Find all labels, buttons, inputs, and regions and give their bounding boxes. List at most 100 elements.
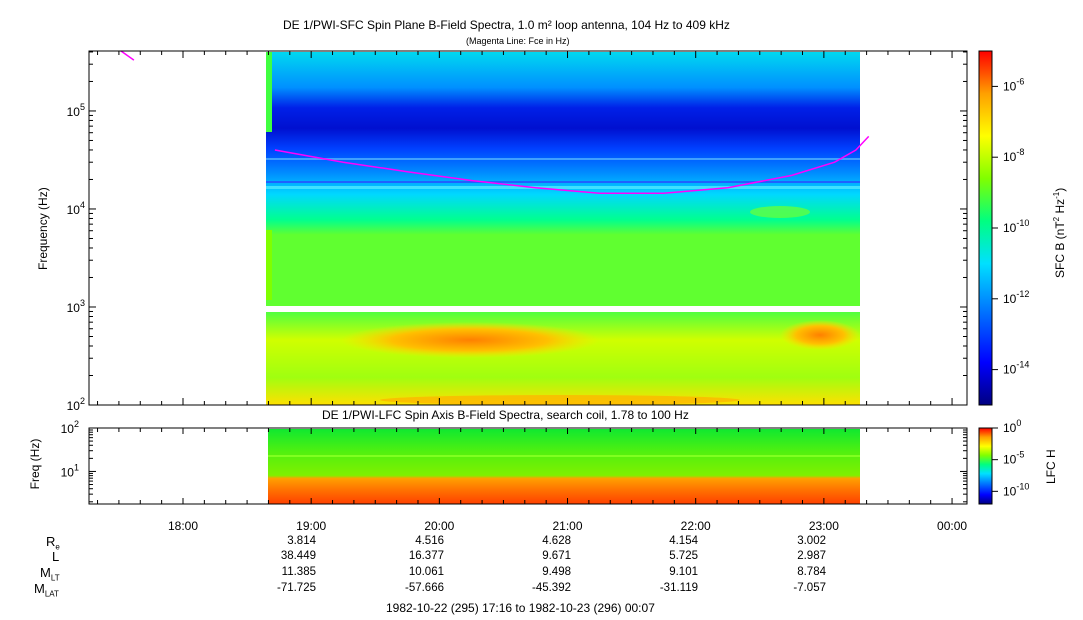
sfc-colorbar-tick-label-exponent: -10 [1016,218,1029,228]
lfc-y-tick-label-base: 10 [61,422,75,436]
sfc-colorbar-label-main: SFC B (nT [1053,221,1067,278]
lfc-colorbar-tick-label-base: 10 [1003,421,1017,435]
lfc-plot-frame [88,427,968,505]
ephemeris-row-subscript: LT [50,573,60,583]
sfc-band [266,158,860,160]
sfc-colorbar [978,50,993,406]
sfc-band [266,186,860,189]
ephemeris-row-label: Re [46,534,60,552]
ephemeris-row-symbol: R [46,534,56,549]
ephemeris-value: -57.666 [404,582,444,594]
date-range: 1982-10-22 (295) 17:16 to 1982-10-23 (29… [386,601,655,615]
sfc-emission [780,320,860,350]
sfc-colorbar-tick-label: 10-10 [1003,218,1029,235]
sfc-colorbar-label-end: ) [1053,187,1067,192]
ephemeris-value: 9.671 [542,550,571,562]
sfc-colorbar-label-sup1: 2 [1052,216,1061,222]
lfc-colorbar-tick-label-base: 10 [1003,484,1017,498]
ephemeris-value: 3.002 [797,535,826,547]
lfc-y-tick-label: 102 [61,419,79,436]
sfc-y-tick-label: 102 [67,396,85,413]
lfc-colorbar-tick-label-exponent: -5 [1016,450,1024,460]
ephemeris-value: -71.725 [276,582,316,594]
ephemeris-row-label: L [52,549,59,564]
ephemeris-value: 10.061 [408,566,444,578]
sfc-colorbar-tick-label-base: 10 [1003,79,1017,93]
lfc-colorbar-tick-label-exponent: -10 [1016,481,1029,491]
lfc-colorbar [978,427,993,505]
sfc-colorbar-tick-label: 10-12 [1003,289,1029,306]
sfc-spectrogram-low [266,312,860,405]
sfc-emission [380,395,740,405]
sfc-colorbar-label: SFC B (nT2 Hz-1) [1052,188,1067,278]
sfc-colorbar-tick-label-exponent: -12 [1016,289,1029,299]
sfc-y-tick-label-exponent: 4 [80,200,85,210]
sfc-colorbar-label-sup2: -1 [1052,191,1061,199]
sfc-emission [750,206,810,218]
ephemeris-value: 4.628 [542,535,571,547]
lfc-colorbar-tick-label: 100 [1003,418,1021,435]
lfc-y-tick-label-exponent: 2 [74,419,79,429]
sfc-y-tick-label-exponent: 2 [80,396,85,406]
ephemeris-row-symbol: L [52,549,60,564]
chart-title: DE 1/PWI-SFC Spin Plane B-Field Spectra,… [283,18,730,32]
ephemeris-value: 9.101 [669,566,698,578]
ephemeris-value: 16.377 [408,550,444,562]
sfc-y-tick-label: 104 [67,200,85,217]
sfc-colorbar-tick-label: 10-6 [1003,76,1024,93]
ephemeris-value: 5.725 [669,550,698,562]
sfc-colorbar-tick-label-base: 10 [1003,150,1017,164]
sfc-y-tick-label-base: 10 [67,301,81,315]
ephemeris-row-symbol: M [34,581,45,596]
lfc-y-tick-label-base: 10 [61,465,75,479]
x-tick-label: 23:00 [809,519,839,533]
sfc-y-tick-label: 105 [67,102,85,119]
ephemeris-value: -45.392 [531,582,571,594]
lfc-colorbar-tick-label-base: 10 [1003,453,1017,467]
lower-panel-title: DE 1/PWI-LFC Spin Axis B-Field Spectra, … [322,408,689,422]
sfc-colorbar-tick-label-exponent: -8 [1016,147,1024,157]
ephemeris-value: 3.814 [287,535,316,547]
ephemeris-row-subscript: e [55,542,60,552]
ephemeris-value: -7.057 [793,582,826,594]
sfc-y-tick-label-base: 10 [67,105,81,119]
chart-subtitle: (Magenta Line: Fce in Hz) [466,36,570,46]
sfc-plot-frame [88,50,968,406]
x-tick-label: 22:00 [681,519,711,533]
sfc-spectrogram-high [266,52,860,306]
sfc-y-tick-label-exponent: 3 [80,298,85,308]
sfc-edge-strip [266,230,272,300]
sfc-band [266,181,860,183]
ephemeris-value: -31.119 [659,582,698,594]
lfc-colorbar-tick-label: 10-10 [1003,481,1029,498]
sfc-y-tick-label-base: 10 [67,399,81,413]
ephemeris-value: 4.516 [415,535,444,547]
ephemeris-row-label: MLT [40,565,60,583]
lfc-y-axis-label: Freq (Hz) [28,438,42,490]
lfc-colorbar-tick-label-exponent: 0 [1016,418,1021,428]
sfc-y-axis-label: Frequency (Hz) [36,187,50,270]
x-tick-label: 00:00 [937,519,967,533]
sfc-colorbar-label-mid: Hz [1053,198,1067,217]
x-tick-label: 21:00 [553,519,583,533]
sfc-y-tick-label-exponent: 5 [80,102,85,112]
ephemeris-value: 11.385 [281,566,316,578]
sfc-edge-strip [266,52,272,132]
sfc-colorbar-tick-label-base: 10 [1003,292,1017,306]
ephemeris-row-symbol: M [40,565,51,580]
sfc-colorbar-tick-label-exponent: -14 [1016,360,1029,370]
lfc-colorbar-label: LFC H [1044,449,1058,484]
fce-line [120,50,870,194]
lfc-y-tick-label-exponent: 1 [74,462,79,472]
lfc-band [268,455,860,457]
ephemeris-value: 4.154 [669,535,698,547]
sfc-y-tick-label: 103 [67,298,85,315]
sfc-colorbar-tick-label-base: 10 [1003,221,1017,235]
sfc-colorbar-tick-label: 10-14 [1003,360,1029,377]
lfc-y-tick-label: 101 [61,462,79,479]
sfc-gap [266,306,860,312]
sfc-colorbar-tick-label-exponent: -6 [1016,76,1024,86]
sfc-y-tick-label-base: 10 [67,203,81,217]
sfc-emission [340,322,600,358]
